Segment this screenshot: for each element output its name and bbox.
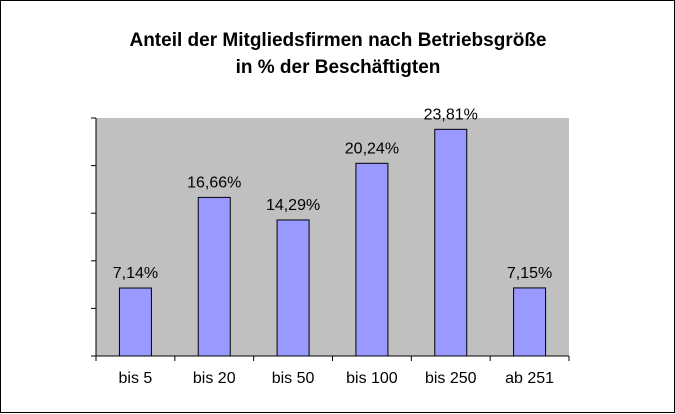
bar-3 [276,219,310,357]
x-tick-label-2: bis 20 [193,370,236,387]
x-tick-label-1: bis 5 [119,370,153,387]
bar-1 [118,287,152,357]
x-tick-label-6: ab 251 [505,370,554,387]
bar-2 [197,196,231,357]
data-label-4: 20,24% [345,140,399,157]
chart-marks: 7,14% bis 5 16,66% bis 20 14,29% bis 50 20,24%… [91,106,570,387]
bar-6 [513,287,547,357]
x-tick-label-4: bis 100 [346,370,398,387]
bar-4 [355,162,389,357]
bar-5 [434,128,468,357]
data-label-5: 23,81% [424,106,478,123]
plot-area [96,118,569,356]
chart-title-line-1: Anteil der Mitgliedsfirmen nach Betriebs… [129,30,546,51]
data-label-2: 16,66% [187,174,241,191]
x-tick-label-3: bis 50 [272,370,315,387]
data-label-1: 7,14% [113,265,158,282]
data-label-6: 7,15% [507,265,552,282]
data-label-3: 14,29% [266,197,320,214]
x-tick-label-5: bis 250 [425,370,477,387]
chart-title-line-2: in % der Beschäftigten [236,57,441,78]
